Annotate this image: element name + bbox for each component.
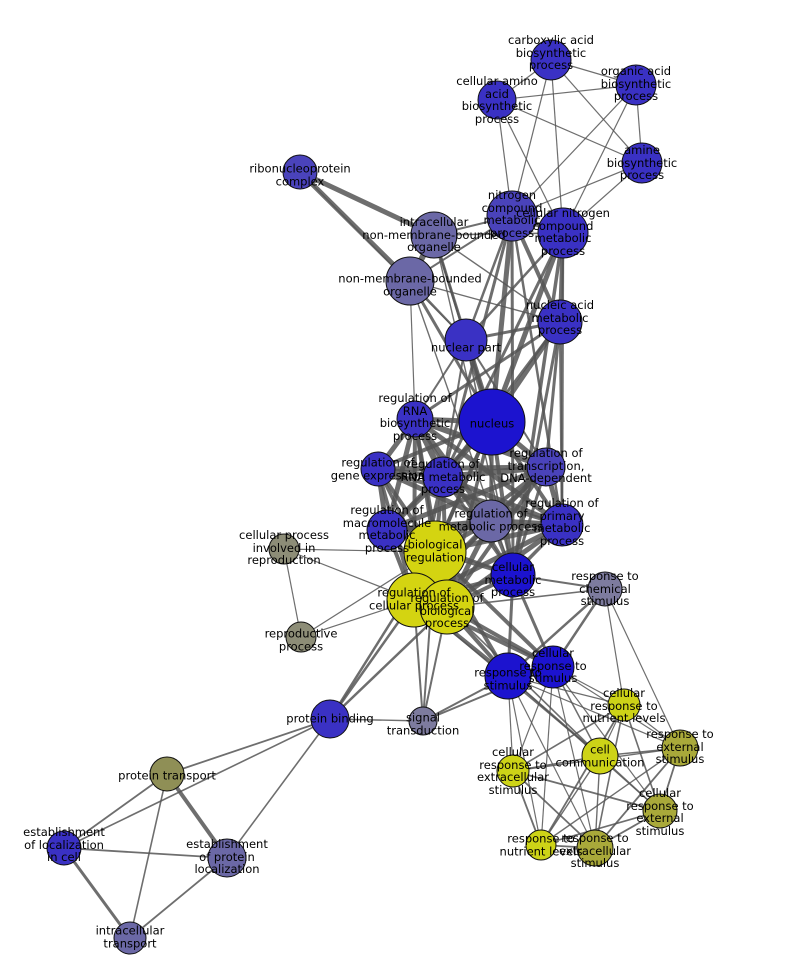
graph-node-ribonucleoprotein-complex[interactable]: [282, 154, 318, 190]
graph-edge: [550, 59, 643, 164]
graph-edge: [562, 84, 637, 234]
graph-edge: [511, 84, 637, 217]
graph-edge: [414, 320, 561, 421]
graph-node-cellular-response-to-nutrient-levels[interactable]: [607, 688, 641, 722]
graph-node-response-to-stimulus[interactable]: [484, 652, 532, 700]
graph-edge: [129, 857, 228, 939]
graph-edge: [496, 84, 637, 101]
graph-edge: [409, 280, 561, 323]
graph-edge: [63, 847, 228, 859]
graph-edge: [63, 773, 168, 849]
graph-node-response-to-nutrient-levels[interactable]: [525, 829, 557, 861]
graph-node-cellular-process-involved-in-reproduction[interactable]: [268, 533, 300, 565]
graph-node-regulation-of-RNA-biosynthetic-process[interactable]: [396, 400, 434, 438]
graph-edge: [512, 770, 661, 812]
graph-node-cellular-amino-acid-biosynthetic-process[interactable]: [477, 80, 517, 120]
graph-edge: [604, 588, 625, 706]
graph-node-cellular-response-to-stimulus[interactable]: [531, 645, 575, 689]
graph-node-regulation-of-RNA-metabolic-process[interactable]: [422, 456, 464, 498]
graph-edge: [512, 770, 596, 849]
graph-node-response-to-external-stimulus[interactable]: [661, 729, 699, 767]
graph-edge: [540, 747, 681, 846]
graph-node-amine-biosynthetic-process[interactable]: [621, 142, 663, 184]
graph-node-regulation-of-biological-process[interactable]: [419, 579, 475, 635]
graph-node-protein-binding[interactable]: [310, 699, 350, 739]
graph-node-nucleus[interactable]: [458, 388, 526, 456]
graph-node-cellular-nitrogen-compound-metabolic-process[interactable]: [537, 207, 589, 259]
graph-edge: [377, 467, 563, 527]
graph-edge: [623, 704, 661, 812]
graph-edge: [604, 588, 681, 749]
graph-node-establishment-of-protein-localization[interactable]: [207, 838, 247, 878]
graph-node-regulation-of-macromolecule-metabolic-process[interactable]: [366, 509, 408, 551]
graph-edge: [544, 321, 562, 468]
graph-node-protein-transport[interactable]: [149, 756, 185, 792]
graph-edge: [507, 675, 596, 849]
graph-edge: [442, 339, 467, 478]
graph-node-non-membrane-bounded-organelle[interactable]: [385, 256, 435, 306]
graph-edge: [540, 666, 554, 846]
graph-edge: [594, 747, 681, 849]
graph-edge: [540, 810, 661, 846]
graph-node-reproductive-process[interactable]: [285, 621, 317, 653]
graph-edge: [166, 718, 331, 775]
graph-edge: [552, 666, 596, 849]
graph-edge: [550, 59, 564, 234]
graph-node-cell-communication[interactable]: [581, 737, 619, 775]
graph-node-nitrogen-compound-metabolic-process[interactable]: [486, 190, 538, 242]
graph-edge: [129, 773, 168, 939]
graph-node-regulation-of-transcription-DNA-dependent[interactable]: [526, 447, 566, 487]
graph-node-nuclear-part[interactable]: [444, 318, 488, 362]
graph-edge: [511, 59, 552, 217]
graph-edge: [511, 232, 565, 576]
graph-edge: [226, 718, 331, 859]
edge-layer: [62, 59, 681, 939]
graph-edge: [594, 704, 625, 849]
graph-node-regulation-of-primary-metabolic-process[interactable]: [540, 503, 584, 547]
graph-node-cellular-response-to-extracellular-stimulus[interactable]: [496, 754, 530, 788]
graph-edge: [496, 99, 643, 164]
node-layer[interactable]: [46, 39, 699, 955]
graph-node-nucleic-acid-metabolic-process[interactable]: [537, 299, 583, 345]
graph-edge: [63, 718, 331, 849]
graph-edge: [558, 321, 564, 526]
graph-node-response-to-extracellular-stimulus[interactable]: [576, 829, 614, 867]
graph-node-regulation-of-metabolic-process[interactable]: [469, 499, 513, 543]
graph-node-intracellular-non-membrane-bounded-organelle[interactable]: [410, 211, 458, 259]
graph-node-carboxylic-acid-biosynthetic-process[interactable]: [530, 39, 572, 81]
graph-node-establishment-of-localization-in-cell[interactable]: [46, 830, 82, 866]
graph-edge: [298, 169, 436, 238]
graph-node-intracellular-transport[interactable]: [113, 921, 147, 955]
graph-edge: [62, 847, 132, 939]
graph-node-cellular-response-to-external-stimulus[interactable]: [642, 793, 678, 829]
graph-edge: [512, 704, 625, 772]
graph-edge: [377, 464, 547, 472]
graph-node-response-to-chemical-stimulus[interactable]: [587, 571, 623, 607]
graph-node-organic-acid-biosynthetic-process[interactable]: [615, 64, 657, 106]
graph-node-cellular-metabolic-process[interactable]: [490, 552, 536, 598]
graph-node-regulation-of-gene-expression[interactable]: [360, 451, 396, 487]
graph-node-signal-transduction[interactable]: [408, 706, 438, 736]
graph-edge: [540, 704, 625, 846]
graph-edge: [433, 234, 561, 323]
graph-edge: [507, 675, 681, 749]
